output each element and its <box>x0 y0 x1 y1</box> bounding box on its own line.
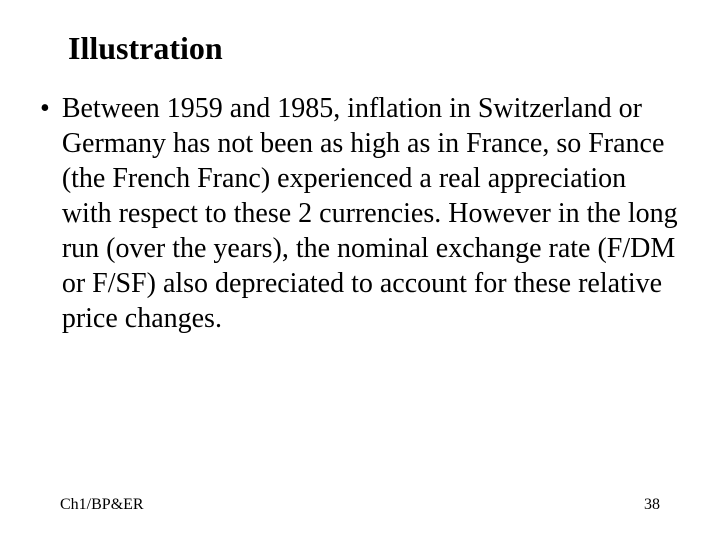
bullet-marker: • <box>40 91 50 126</box>
slide-title: Illustration <box>68 30 680 67</box>
slide-footer: Ch1/BP&ER 38 <box>60 496 660 514</box>
footer-left-text: Ch1/BP&ER <box>60 496 144 514</box>
slide-container: Illustration • Between 1959 and 1985, in… <box>0 0 720 540</box>
slide-body-text: Between 1959 and 1985, inflation in Swit… <box>62 91 680 336</box>
bullet-item: • Between 1959 and 1985, inflation in Sw… <box>60 91 680 336</box>
footer-page-number: 38 <box>644 496 660 514</box>
